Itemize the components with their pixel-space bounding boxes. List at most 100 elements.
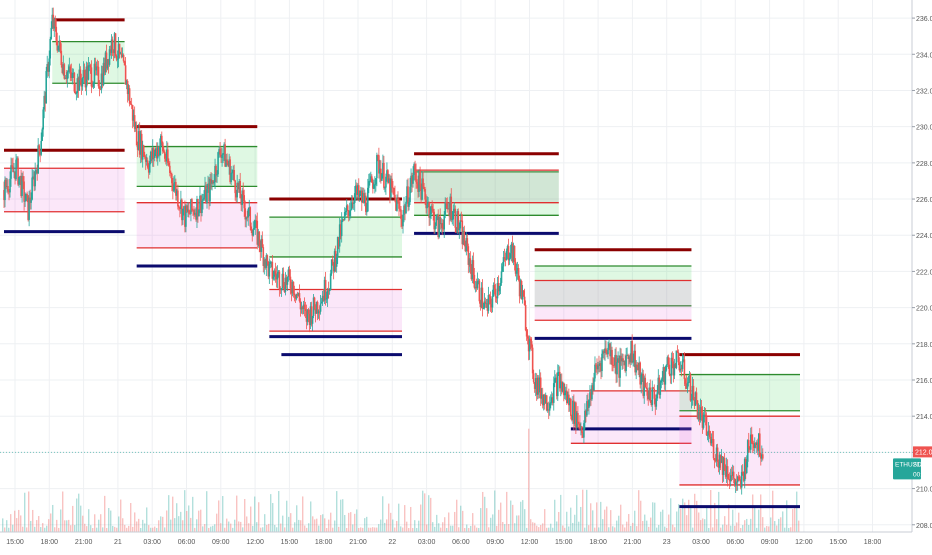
volume-bar bbox=[756, 527, 758, 532]
candle-body bbox=[606, 352, 608, 355]
candle-body bbox=[483, 301, 486, 309]
volume-bar bbox=[490, 517, 492, 532]
candle-body bbox=[5, 179, 7, 188]
candle-body bbox=[363, 193, 365, 203]
candle-body bbox=[481, 287, 484, 309]
volume-bar bbox=[578, 521, 580, 532]
candle-body bbox=[248, 207, 251, 210]
y-tick-label: 218.00 bbox=[916, 342, 932, 349]
volume-bar bbox=[298, 519, 300, 532]
candle-body bbox=[131, 105, 134, 121]
candle-body bbox=[308, 313, 311, 325]
volume-bar bbox=[650, 517, 652, 532]
volume-bar bbox=[56, 519, 58, 532]
candle-body bbox=[18, 177, 20, 185]
candle-body bbox=[424, 188, 426, 200]
volume-bar bbox=[534, 522, 536, 532]
candle-body bbox=[243, 195, 246, 209]
last-price-badge bbox=[893, 458, 921, 480]
candle-body bbox=[395, 197, 397, 211]
volume-bar bbox=[470, 525, 472, 532]
candle-body bbox=[579, 423, 581, 429]
candle-body bbox=[26, 193, 28, 196]
volume-bar bbox=[148, 525, 150, 532]
candle-body bbox=[537, 377, 540, 393]
candle-body bbox=[403, 205, 405, 215]
volume-bar bbox=[48, 519, 50, 532]
candle-body bbox=[740, 471, 743, 488]
volume-bar bbox=[764, 527, 766, 532]
candle-body bbox=[384, 187, 386, 189]
candle-body bbox=[8, 191, 10, 193]
candle-body bbox=[51, 14, 54, 28]
x-tick-label: 09:00 bbox=[486, 539, 504, 546]
volume-bar bbox=[10, 514, 12, 532]
candle-body bbox=[271, 261, 274, 279]
candle-body bbox=[592, 385, 594, 391]
candle-body bbox=[342, 218, 345, 220]
volume-bar bbox=[448, 512, 450, 532]
volume-bar bbox=[784, 527, 786, 532]
volume-bar bbox=[170, 519, 172, 532]
candle-body bbox=[110, 39, 113, 53]
session-zone bbox=[414, 171, 559, 216]
candle-body bbox=[628, 356, 630, 359]
candle-body bbox=[299, 301, 302, 310]
candle-body bbox=[316, 301, 319, 314]
candle-body bbox=[511, 243, 514, 262]
candle-body bbox=[477, 280, 480, 282]
candle-body bbox=[245, 217, 248, 220]
volume-bar bbox=[706, 506, 708, 532]
candle-body bbox=[283, 287, 286, 292]
candle-body bbox=[62, 64, 65, 74]
candle-body bbox=[173, 185, 175, 191]
candle-body bbox=[122, 55, 125, 62]
candle-body bbox=[59, 40, 62, 51]
candle-body bbox=[553, 378, 556, 384]
candle-body bbox=[389, 178, 391, 198]
candle-body bbox=[641, 373, 644, 375]
candle-body bbox=[688, 374, 691, 382]
candle-body bbox=[658, 377, 661, 395]
candle-body bbox=[82, 69, 85, 79]
volume-bar bbox=[194, 527, 196, 532]
candle-body bbox=[523, 296, 526, 305]
candle-body bbox=[735, 481, 738, 483]
candle-body bbox=[76, 78, 79, 94]
candle-body bbox=[756, 442, 759, 451]
volume-bar bbox=[556, 521, 558, 532]
candle-body bbox=[666, 357, 669, 365]
volume-bar bbox=[468, 527, 470, 532]
bid-price-badge bbox=[913, 446, 932, 458]
candle-body bbox=[687, 381, 690, 384]
candle-body bbox=[85, 66, 88, 88]
volume-bar bbox=[554, 499, 556, 532]
candle-body bbox=[680, 368, 683, 370]
volume-bar bbox=[398, 503, 400, 532]
candle-body bbox=[203, 197, 205, 200]
volume-bar bbox=[254, 496, 256, 532]
volume-bar bbox=[654, 502, 656, 532]
candle-body bbox=[486, 303, 489, 311]
candle-body bbox=[293, 293, 296, 295]
candle-body bbox=[709, 436, 712, 444]
candle-body bbox=[286, 277, 289, 285]
candle-body bbox=[369, 180, 371, 182]
candle-body bbox=[206, 189, 208, 204]
candle-body bbox=[244, 208, 247, 220]
candle-body bbox=[475, 286, 478, 289]
volume-bar bbox=[542, 523, 544, 532]
candle-body bbox=[359, 190, 362, 194]
volume-bar bbox=[786, 500, 788, 532]
candle-body bbox=[79, 69, 82, 81]
candle-body bbox=[556, 372, 559, 397]
candle-body bbox=[261, 238, 264, 248]
volume-bar bbox=[380, 519, 382, 532]
candle-body bbox=[460, 220, 463, 222]
candle-body bbox=[664, 370, 667, 385]
candle-body bbox=[546, 409, 549, 411]
candle-body bbox=[268, 264, 271, 277]
candle-body bbox=[37, 145, 39, 174]
